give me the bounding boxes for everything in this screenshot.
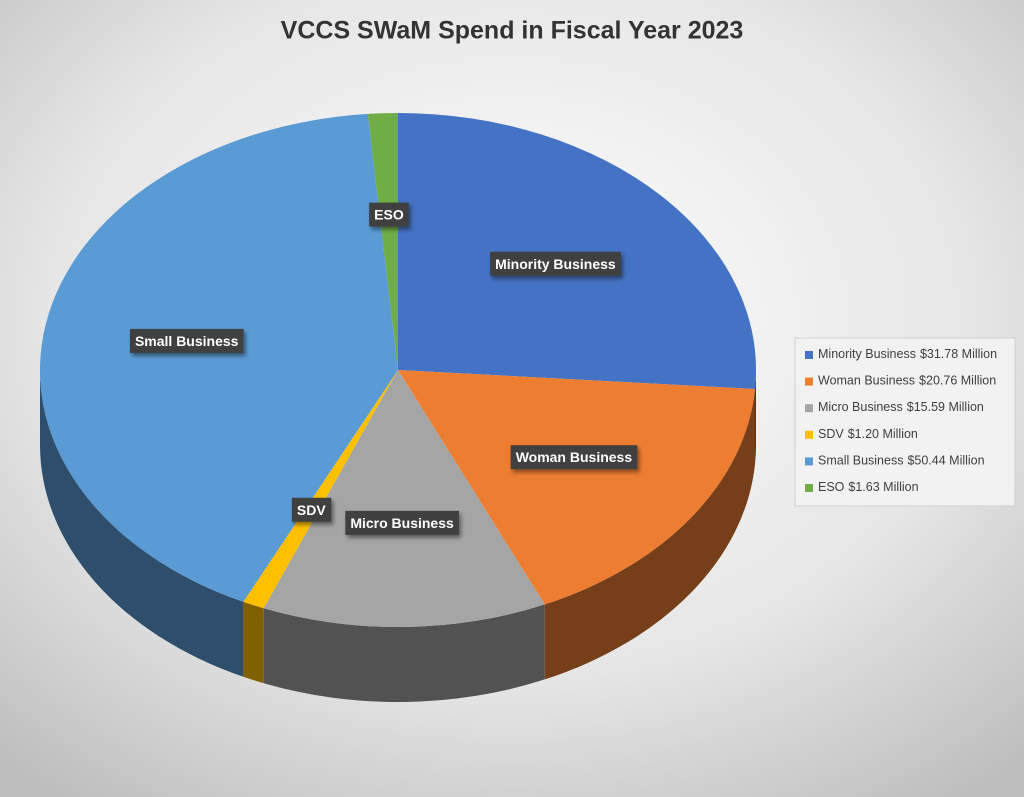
legend-category: Small Business — [818, 454, 903, 468]
legend-category: SDV — [818, 427, 844, 441]
slice-side — [40, 370, 244, 677]
legend-swatch — [805, 404, 813, 413]
slice-side — [755, 370, 756, 465]
slice-labels: Minority Business Woman Business Micro Bus… — [129, 202, 638, 535]
legend-value: $20.76 Million — [919, 374, 996, 388]
slice-label-text: SDV — [297, 502, 326, 518]
slice — [263, 370, 545, 628]
legend-entry: ESO $1.63 Million — [818, 480, 919, 494]
slice-label: Woman Business — [510, 445, 638, 470]
pie — [40, 113, 756, 702]
legend-category: Micro Business — [818, 400, 903, 414]
slice-label-text: Minority Business — [495, 256, 616, 272]
slice — [243, 370, 398, 609]
legend-swatch — [805, 484, 813, 492]
slice — [398, 370, 756, 605]
slice-label-text: Micro Business — [350, 515, 454, 531]
slice-label: SDV — [291, 497, 332, 522]
legend-category: Woman Business — [818, 374, 915, 388]
slice — [398, 113, 756, 390]
legend-swatch — [805, 457, 813, 466]
slice-label: Small Business — [129, 328, 244, 353]
legend-value: $1.63 Million — [848, 480, 918, 494]
legend-category: ESO — [818, 480, 845, 494]
legend-swatch — [805, 377, 813, 386]
slice-label-box — [291, 497, 332, 522]
slice-label-box — [490, 251, 621, 276]
slice-label-text: Woman Business — [516, 449, 633, 465]
slice-label-box — [369, 202, 409, 227]
legend-entry: SDV $1.20 Million — [818, 427, 918, 441]
slice-label-text: Small Business — [135, 333, 239, 349]
legend-value: $50.44 Million — [907, 454, 984, 468]
legend-box — [794, 337, 1016, 507]
legend-value: $15.59 Million — [907, 400, 984, 414]
legend-entry: Woman Business $20.76 Million — [818, 374, 996, 388]
legend-swatch — [805, 430, 813, 439]
legend-swatch — [805, 351, 813, 359]
chart-title: VCCS SWaM Spend in Fiscal Year 2023 — [281, 17, 744, 45]
slice-label-box — [129, 328, 244, 353]
legend-entry: Small Business $50.44 Million — [818, 454, 985, 468]
legend-value: $1.20 Million — [848, 427, 918, 441]
legend: Minority Business $31.78 Million Woman Bus… — [805, 347, 997, 494]
slice-label-text: ESO — [374, 207, 404, 223]
slice-label: Minority Business — [490, 251, 621, 276]
slice-side — [544, 389, 756, 680]
slice — [367, 113, 398, 370]
slice — [40, 113, 398, 602]
slice-side — [243, 601, 264, 684]
slice-label: Micro Business — [345, 510, 460, 535]
slice-label-box — [345, 510, 460, 535]
legend-value: $31.78 Million — [920, 347, 997, 361]
slice-side — [263, 604, 545, 702]
legend-category: Minority Business — [818, 347, 916, 361]
slice-label-box — [510, 445, 638, 470]
legend-entry: Micro Business $15.59 Million — [818, 400, 984, 414]
slice-label: ESO — [369, 202, 409, 227]
legend-entry: Minority Business $31.78 Million — [818, 347, 997, 361]
